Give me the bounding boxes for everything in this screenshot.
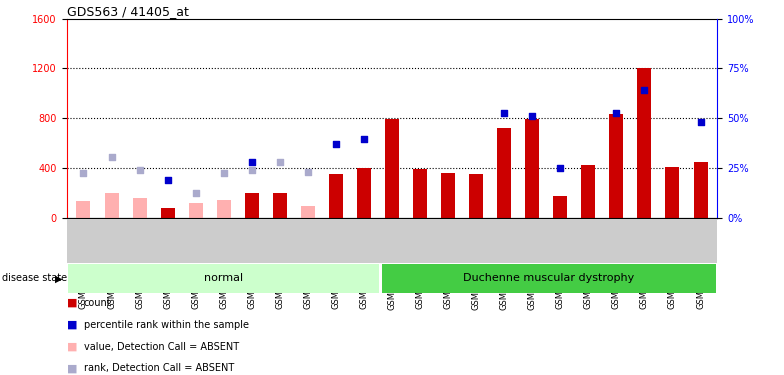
Text: percentile rank within the sample: percentile rank within the sample bbox=[84, 320, 249, 330]
Bar bbox=[104, 193, 118, 217]
Bar bbox=[216, 200, 230, 217]
Point bbox=[190, 190, 202, 196]
Bar bbox=[469, 174, 483, 217]
Text: Duchenne muscular dystrophy: Duchenne muscular dystrophy bbox=[463, 273, 635, 284]
Point bbox=[133, 167, 146, 173]
Point bbox=[610, 110, 622, 116]
Bar bbox=[77, 201, 90, 217]
Text: ■: ■ bbox=[67, 320, 77, 330]
Text: GDS563 / 41405_at: GDS563 / 41405_at bbox=[67, 4, 188, 18]
Point bbox=[274, 159, 286, 165]
Point bbox=[695, 120, 707, 126]
Bar bbox=[329, 174, 343, 217]
Point bbox=[498, 110, 510, 116]
Bar bbox=[382, 264, 716, 292]
Bar bbox=[497, 128, 511, 217]
Point bbox=[245, 167, 258, 173]
Bar bbox=[161, 208, 175, 218]
Text: value, Detection Call = ABSENT: value, Detection Call = ABSENT bbox=[84, 342, 239, 352]
Point bbox=[302, 168, 314, 174]
Text: count: count bbox=[84, 298, 111, 308]
Point bbox=[245, 159, 258, 165]
Text: disease state: disease state bbox=[2, 273, 67, 284]
Bar bbox=[637, 68, 652, 218]
Bar bbox=[694, 162, 707, 218]
Bar bbox=[385, 119, 399, 218]
Point bbox=[162, 177, 174, 183]
Point bbox=[526, 112, 539, 118]
Bar bbox=[441, 173, 455, 217]
Bar bbox=[609, 114, 623, 218]
Text: ▶: ▶ bbox=[55, 273, 63, 284]
Bar bbox=[132, 198, 147, 217]
Point bbox=[217, 170, 230, 176]
Point bbox=[105, 154, 118, 160]
Bar bbox=[301, 206, 315, 218]
Bar bbox=[357, 168, 371, 217]
Bar bbox=[273, 193, 287, 217]
Bar bbox=[666, 166, 680, 218]
Text: ■: ■ bbox=[67, 363, 77, 374]
Point bbox=[554, 165, 567, 171]
Text: normal: normal bbox=[204, 273, 243, 284]
Bar bbox=[581, 165, 595, 218]
Bar bbox=[413, 169, 427, 217]
Text: ■: ■ bbox=[67, 342, 77, 352]
Bar bbox=[189, 202, 203, 217]
Point bbox=[358, 136, 370, 142]
Point bbox=[638, 87, 651, 93]
Text: rank, Detection Call = ABSENT: rank, Detection Call = ABSENT bbox=[84, 363, 234, 374]
Bar bbox=[68, 264, 379, 292]
Bar bbox=[554, 196, 568, 217]
Point bbox=[329, 141, 342, 147]
Bar bbox=[245, 193, 259, 217]
Point bbox=[77, 170, 89, 176]
Bar bbox=[525, 119, 539, 218]
Text: ■: ■ bbox=[67, 298, 77, 308]
